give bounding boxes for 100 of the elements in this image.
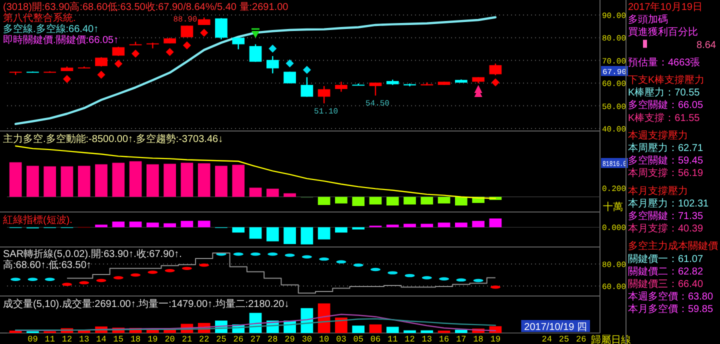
bar (249, 188, 262, 197)
x-tick-label: 13 (422, 334, 432, 344)
text: 本月壓力：102.31 (628, 197, 710, 210)
point (97, 70, 106, 79)
bar (129, 222, 142, 228)
bar (232, 164, 245, 197)
bar (455, 196, 468, 206)
bar (386, 224, 399, 228)
x-tick-label: 28 (268, 334, 278, 344)
bar (60, 166, 74, 197)
text: 2017年10月19日 (628, 1, 702, 13)
bar (386, 196, 399, 206)
x-tick-label: 30 (302, 334, 312, 344)
x-tick-label: 14 (96, 334, 106, 344)
x-tick-label: 20 (164, 334, 175, 344)
text: 關鍵價二：62.82 (628, 265, 704, 278)
point (286, 59, 294, 68)
text: 0.000 (602, 224, 626, 234)
x-tick-label: 16 (438, 334, 450, 344)
bar (180, 162, 194, 197)
text: 8.64 (696, 40, 716, 51)
x-tick-label: 18 (473, 334, 484, 344)
chart-title: (3018)開:63.90高:68.60低:63.50收:67.90/8.64%/5.40 量:2691.00 (3, 1, 289, 13)
bar (198, 163, 210, 197)
y-tick-label: 80.00 (602, 34, 626, 44)
bar (78, 330, 90, 333)
x-tick-label: 19 (148, 334, 158, 344)
bar (26, 166, 39, 197)
y-tick-label: 70.00 (602, 57, 626, 66)
bar (352, 196, 365, 206)
x-tick-label: 18 (130, 334, 141, 344)
bar (369, 196, 382, 204)
text: 本週支撐壓力 (628, 129, 688, 142)
x-tick-label: 22 (198, 334, 210, 344)
bar (78, 166, 90, 197)
bar (95, 224, 108, 228)
bar (420, 196, 434, 204)
y-tick-label: 60.00 (602, 80, 626, 90)
bar (146, 164, 159, 197)
text: 0.200 (602, 185, 626, 194)
bar (386, 326, 399, 333)
bar (369, 324, 382, 333)
x-tick-label: 24 (542, 334, 552, 344)
text: K棒支撐：61.55 (628, 112, 700, 124)
x-tick-label: 19 (490, 334, 501, 344)
bar (404, 330, 416, 333)
text: 本月多空價：59.85 (628, 303, 714, 316)
bar (129, 161, 142, 197)
candlestick (266, 55, 279, 74)
bar (472, 220, 484, 228)
bar (489, 218, 502, 228)
bar (455, 222, 468, 228)
x-tick-label: 26 (576, 334, 586, 344)
annotation: 即時關鍵價.關鍵價:66.05↑ (3, 34, 119, 46)
x-tick-label: 29 (284, 334, 295, 344)
x-tick-label: 10 (318, 334, 330, 344)
bar (284, 227, 296, 244)
x-tick-label: 21 (182, 334, 192, 344)
bar (215, 166, 228, 197)
text: 本月支撐：40.39 (628, 222, 704, 235)
bar (438, 196, 450, 204)
point (302, 66, 311, 74)
x-tick-label: 15 (113, 334, 124, 344)
point (62, 75, 71, 84)
bar (284, 193, 296, 197)
text: 本月支撐壓力 (628, 184, 688, 197)
x-tick-label: 05 (353, 334, 364, 344)
point (114, 60, 122, 68)
bar (404, 196, 416, 204)
point (166, 48, 174, 56)
x-tick-label: 27 (250, 334, 261, 344)
bar (300, 227, 314, 244)
text: 關鍵價三：66.40 (628, 278, 704, 290)
text: 本周壓力：62.71 (628, 142, 704, 154)
bar (335, 318, 348, 333)
bar (164, 164, 176, 197)
candlestick (489, 62, 502, 76)
text: 下支K棒支撐壓力 (628, 74, 705, 86)
point (268, 44, 277, 53)
bar (318, 196, 330, 205)
bar (420, 330, 434, 333)
chart-title: 紅綠指標(短波). (3, 214, 72, 226)
chart-title: 主力多空.多空動能:-8500.00↑.多空趨勢:-3703.46↓ (3, 133, 224, 145)
text: 預估量：4663張 (628, 57, 700, 68)
annotation: 51.10 (314, 107, 338, 116)
y-tick-label: 40.00 (602, 126, 626, 135)
x-tick-label: 26 (233, 334, 244, 344)
bar (266, 227, 279, 242)
candlestick (249, 44, 262, 62)
y-tick-label: 90.00 (602, 12, 626, 21)
x-tick-label: 11 (44, 334, 55, 344)
x-tick-label: 25 (216, 334, 226, 344)
text: 買進獲利百分比 (628, 26, 698, 38)
x-tick-label: 12 (62, 334, 72, 344)
text: 十萬 (603, 201, 623, 213)
text: K棒壓力：70.55 (628, 86, 700, 99)
bar (95, 164, 108, 197)
candlestick (146, 42, 159, 49)
bar (266, 188, 279, 197)
bar (232, 227, 245, 233)
